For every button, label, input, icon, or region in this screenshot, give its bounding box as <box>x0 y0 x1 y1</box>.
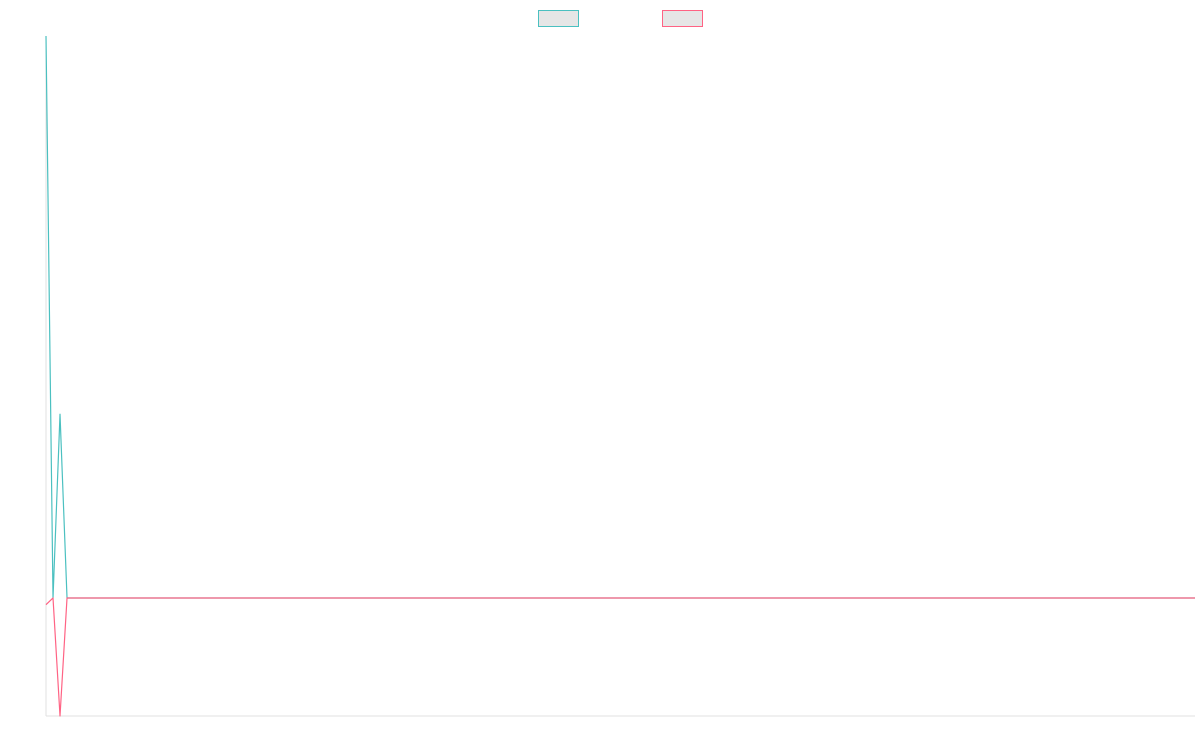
legend-swatch[interactable] <box>662 10 703 27</box>
series-line <box>45 597 1195 717</box>
legend-swatch[interactable] <box>538 10 579 27</box>
series-line <box>45 35 1195 599</box>
